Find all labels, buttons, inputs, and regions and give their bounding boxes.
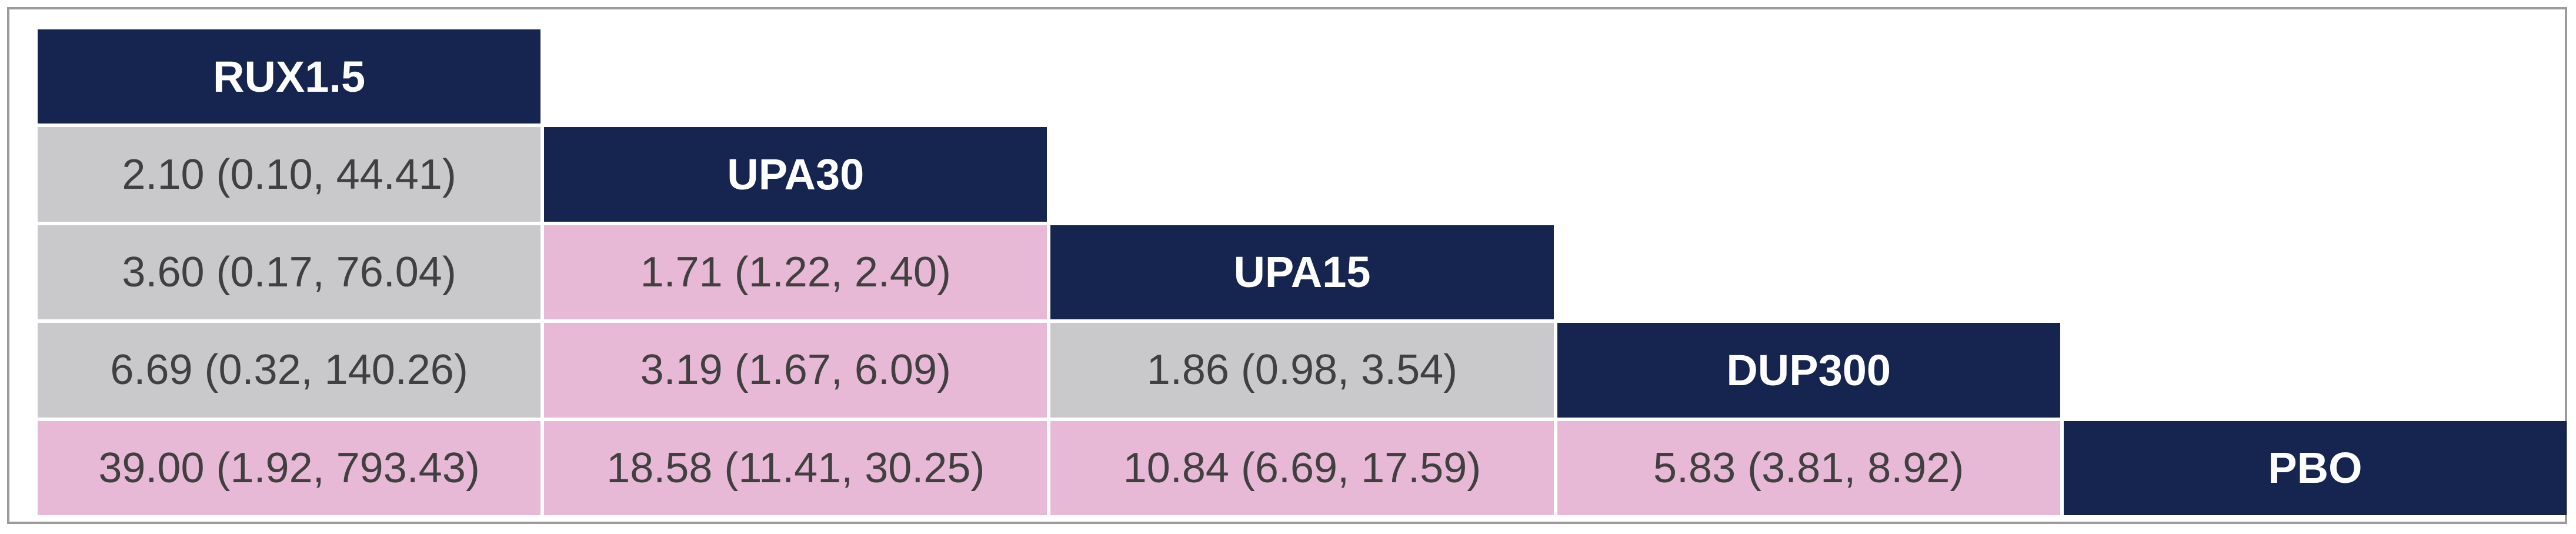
league-table: RUX1.5 2.10 (0.10, 44.41) UPA30 3.60 (0.17,… (38, 29, 2567, 515)
comparison-cell: 18.58 (11.41, 30.25) (544, 420, 1047, 515)
empty-cell (1557, 127, 2060, 221)
treatment-header-upa30: UPA30 (544, 127, 1047, 222)
empty-cell (2064, 29, 2567, 124)
comparison-cell: 1.71 (1.22, 2.40) (544, 225, 1047, 320)
empty-cell (2064, 225, 2567, 319)
comparison-cell: 10.84 (6.69, 17.59) (1050, 420, 1554, 515)
empty-cell (1557, 225, 2060, 319)
treatment-header-dup300: DUP300 (1557, 323, 2060, 418)
empty-cell (2064, 127, 2567, 221)
treatment-header-pbo: PBO (2063, 420, 2567, 515)
comparison-cell: 6.69 (0.32, 140.26) (38, 323, 541, 418)
empty-cell (2064, 323, 2567, 417)
empty-cell (1050, 127, 1553, 221)
treatment-header-rux1.5: RUX1.5 (38, 29, 541, 124)
comparison-cell: 39.00 (1.92, 793.43) (38, 420, 541, 515)
comparison-cell: 3.60 (0.17, 76.04) (38, 225, 541, 320)
comparison-cell: 2.10 (0.10, 44.41) (38, 127, 541, 222)
treatment-header-upa15: UPA15 (1050, 225, 1554, 320)
comparison-cell: 5.83 (3.81, 8.92) (1557, 420, 2060, 515)
league-table-frame: RUX1.5 2.10 (0.10, 44.41) UPA30 3.60 (0.17,… (7, 7, 2567, 524)
comparison-cell: 1.86 (0.98, 3.54) (1050, 323, 1554, 418)
empty-cell (1050, 29, 1553, 124)
empty-cell (1557, 29, 2060, 124)
empty-cell (544, 29, 1047, 124)
comparison-cell: 3.19 (1.67, 6.09) (544, 323, 1047, 418)
